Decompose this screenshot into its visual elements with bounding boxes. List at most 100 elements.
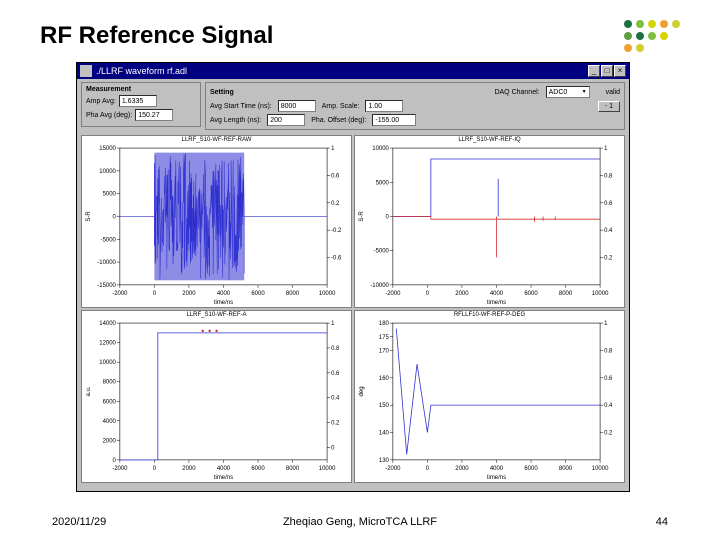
decorative-dots bbox=[620, 18, 680, 53]
svg-text:-10000: -10000 bbox=[97, 260, 116, 266]
svg-text:S-R: S-R bbox=[359, 211, 365, 222]
svg-text:4000: 4000 bbox=[490, 291, 504, 297]
svg-text:1: 1 bbox=[604, 321, 608, 327]
svg-text:10000: 10000 bbox=[319, 291, 336, 297]
svg-text:1: 1 bbox=[604, 146, 608, 152]
svg-text:15000: 15000 bbox=[99, 146, 116, 152]
pha-offset-label: Pha. Offset (deg): bbox=[311, 117, 366, 124]
svg-text:time/ns: time/ns bbox=[214, 300, 233, 306]
window-title: ./LLRF waveform rf.adl bbox=[96, 66, 588, 76]
svg-text:5000: 5000 bbox=[103, 192, 117, 198]
chart-raw: LLRF_S10-WF-REF-RAW -2000020004000600080… bbox=[81, 135, 352, 308]
svg-text:140: 140 bbox=[379, 431, 390, 437]
chart-iq: LLRF_S10-WF-REF-IQ -20000200040006000800… bbox=[354, 135, 625, 308]
svg-text:time/ns: time/ns bbox=[214, 475, 233, 481]
daq-channel-label: DAQ Channel: bbox=[494, 89, 539, 96]
title-bar: ./LLRF waveform rf.adl _ □ × bbox=[77, 63, 629, 79]
svg-text:10000: 10000 bbox=[592, 466, 609, 472]
svg-text:0.6: 0.6 bbox=[604, 376, 613, 382]
svg-text:130: 130 bbox=[379, 458, 390, 464]
svg-text:12000: 12000 bbox=[99, 341, 116, 347]
maximize-button[interactable]: □ bbox=[601, 65, 613, 77]
close-button[interactable]: × bbox=[614, 65, 626, 77]
daq-channel-dropdown[interactable]: ADC0 bbox=[546, 86, 590, 98]
measurement-panel: Measurement Amp Avg: 1.6335 Pha Avg (deg… bbox=[81, 82, 201, 127]
avg-len-input[interactable]: 200 bbox=[267, 114, 305, 126]
window-controls: _ □ × bbox=[588, 65, 626, 77]
svg-text:0: 0 bbox=[386, 214, 390, 220]
svg-text:-5000: -5000 bbox=[101, 237, 117, 243]
svg-text:0: 0 bbox=[153, 466, 157, 472]
svg-text:2000: 2000 bbox=[182, 466, 196, 472]
footer-author: Zheqiao Geng, MicroTCA LLRF bbox=[283, 516, 437, 528]
svg-text:10000: 10000 bbox=[372, 146, 389, 152]
svg-text:8000: 8000 bbox=[286, 466, 300, 472]
svg-text:2000: 2000 bbox=[103, 438, 117, 444]
svg-text:14000: 14000 bbox=[99, 321, 116, 327]
svg-text:4000: 4000 bbox=[103, 419, 117, 425]
svg-text:-2000: -2000 bbox=[112, 466, 128, 472]
svg-text:6000: 6000 bbox=[251, 466, 265, 472]
svg-text:10000: 10000 bbox=[99, 169, 116, 175]
amp-scale-label: Amp. Scale: bbox=[322, 103, 360, 110]
avg-start-label: Avg Start Time (ns): bbox=[210, 103, 272, 110]
svg-text:0.2: 0.2 bbox=[604, 431, 613, 437]
amp-scale-input[interactable]: 1.00 bbox=[365, 100, 403, 112]
svg-text:0: 0 bbox=[426, 291, 430, 297]
svg-text:8000: 8000 bbox=[559, 466, 573, 472]
amp-avg-value: 1.6335 bbox=[119, 95, 157, 107]
svg-text:0.8: 0.8 bbox=[604, 173, 613, 179]
svg-text:time/ns: time/ns bbox=[487, 475, 506, 481]
svg-text:0: 0 bbox=[113, 214, 117, 220]
svg-text:170: 170 bbox=[379, 348, 390, 354]
svg-text:-5000: -5000 bbox=[374, 249, 390, 255]
svg-text:S-R: S-R bbox=[86, 211, 92, 222]
svg-text:0.4: 0.4 bbox=[604, 228, 613, 234]
svg-text:0: 0 bbox=[331, 445, 335, 451]
svg-text:-15000: -15000 bbox=[97, 283, 116, 289]
charts-grid: LLRF_S10-WF-REF-RAW -2000020004000600080… bbox=[77, 133, 629, 487]
slide-title: RF Reference Signal bbox=[40, 22, 273, 50]
svg-text:10000: 10000 bbox=[319, 466, 336, 472]
valid-label: valid bbox=[606, 89, 620, 96]
svg-text:0.6: 0.6 bbox=[604, 201, 613, 207]
svg-text:-0.2: -0.2 bbox=[331, 228, 342, 234]
setting-heading: Setting bbox=[210, 89, 234, 96]
svg-text:-10000: -10000 bbox=[370, 283, 389, 289]
chart-amp: LLRF_S10-WF-REF-A -200002000400060008000… bbox=[81, 310, 352, 483]
svg-text:6000: 6000 bbox=[524, 291, 538, 297]
svg-text:time/ns: time/ns bbox=[487, 300, 506, 306]
controls-area: Measurement Amp Avg: 1.6335 Pha Avg (deg… bbox=[77, 79, 629, 133]
svg-text:150: 150 bbox=[379, 403, 390, 409]
svg-text:0.6: 0.6 bbox=[331, 371, 340, 377]
svg-text:175: 175 bbox=[379, 335, 390, 341]
minus-one-button[interactable]: - 1 bbox=[598, 101, 620, 112]
svg-text:6000: 6000 bbox=[524, 466, 538, 472]
svg-text:0.2: 0.2 bbox=[331, 201, 340, 207]
svg-text:10000: 10000 bbox=[99, 360, 116, 366]
footer-date: 2020/11/29 bbox=[52, 516, 106, 528]
pha-avg-value: 150.27 bbox=[135, 109, 173, 121]
svg-text:deg: deg bbox=[359, 386, 365, 396]
svg-text:4000: 4000 bbox=[217, 291, 231, 297]
avg-start-input[interactable]: 8000 bbox=[278, 100, 316, 112]
svg-text:2000: 2000 bbox=[182, 291, 196, 297]
minimize-button[interactable]: _ bbox=[588, 65, 600, 77]
svg-text:8000: 8000 bbox=[559, 291, 573, 297]
app-window: ./LLRF waveform rf.adl _ □ × Measurement… bbox=[76, 62, 630, 492]
app-icon bbox=[80, 65, 92, 77]
svg-text:-0.6: -0.6 bbox=[331, 256, 342, 262]
svg-text:0.4: 0.4 bbox=[604, 403, 613, 409]
svg-text:10000: 10000 bbox=[592, 291, 609, 297]
svg-text:4000: 4000 bbox=[217, 466, 231, 472]
svg-text:-2000: -2000 bbox=[385, 291, 401, 297]
svg-text:-2000: -2000 bbox=[112, 291, 128, 297]
svg-text:180: 180 bbox=[379, 321, 390, 327]
measurement-heading: Measurement bbox=[86, 86, 196, 93]
svg-text:2000: 2000 bbox=[455, 466, 469, 472]
chart-phase: RFLLF10-WF-REF-P-DEG -200002000400060008… bbox=[354, 310, 625, 483]
svg-text:-2000: -2000 bbox=[385, 466, 401, 472]
svg-text:0: 0 bbox=[113, 458, 117, 464]
svg-text:0.8: 0.8 bbox=[331, 346, 340, 352]
pha-offset-input[interactable]: -155.00 bbox=[372, 114, 416, 126]
